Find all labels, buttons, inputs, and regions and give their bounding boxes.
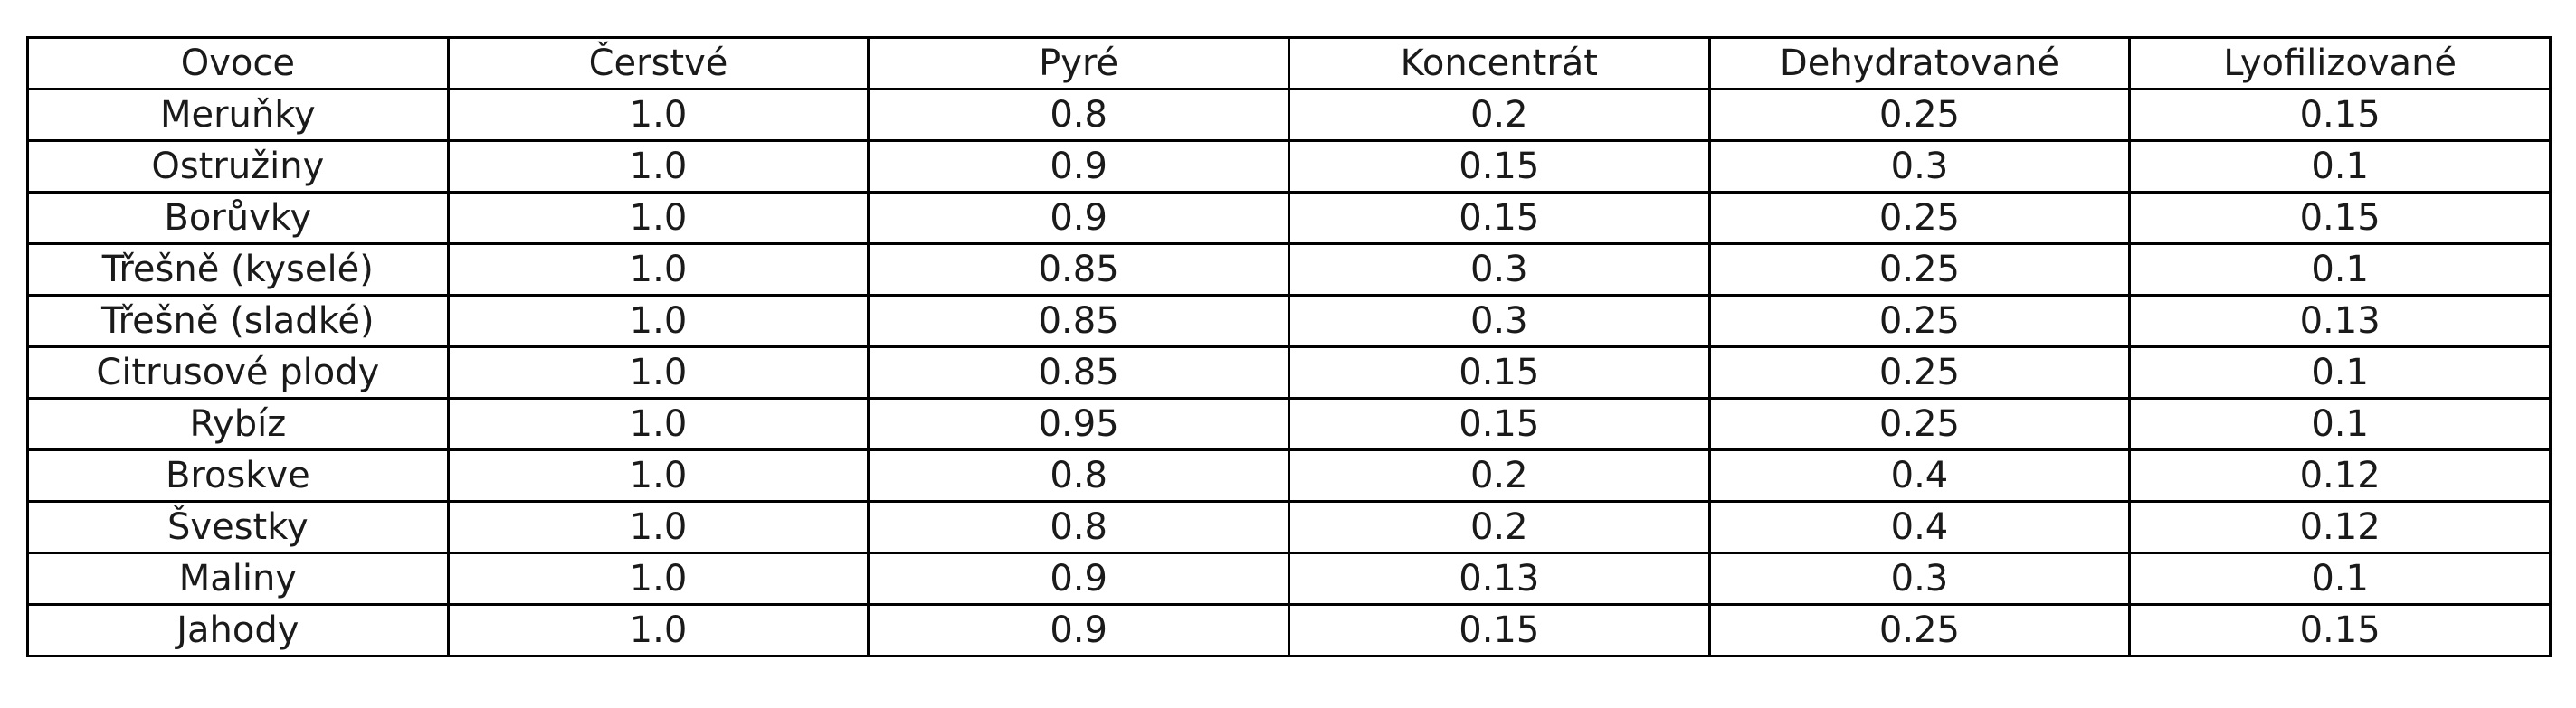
table-row: Meruňky 1.0 0.8 0.2 0.25 0.15 — [26, 88, 2552, 142]
table-cell: 0.15 — [1287, 191, 1711, 245]
table-cell: 0.3 — [1287, 294, 1711, 348]
table-cell: 0.15 — [2128, 603, 2552, 657]
header-cell: Ovoce — [26, 36, 450, 90]
table-cell: 0.25 — [1707, 603, 2132, 657]
table-cell: 0.15 — [1287, 345, 1711, 400]
header-cell: Koncentrát — [1287, 36, 1711, 90]
table-cell: 0.15 — [2128, 88, 2552, 142]
row-label: Třešně (kyselé) — [26, 242, 450, 297]
row-label: Borůvky — [26, 191, 450, 245]
table-row: Ostružiny 1.0 0.9 0.15 0.3 0.1 — [26, 139, 2552, 194]
table-cell: 0.85 — [867, 345, 1290, 400]
table-cell: 0.9 — [867, 191, 1290, 245]
table-cell: 0.12 — [2128, 448, 2552, 503]
row-label: Ostružiny — [26, 139, 450, 194]
table-cell: 0.15 — [1287, 603, 1711, 657]
table-body: Meruňky 1.0 0.8 0.2 0.25 0.15 Ostružiny 1.0 0.9 0… — [26, 88, 2552, 657]
table-cell: 0.25 — [1707, 345, 2132, 400]
table-cell: 1.0 — [446, 500, 870, 554]
table-cell: 0.8 — [867, 448, 1290, 503]
table-cell: 0.13 — [1287, 552, 1711, 606]
table-row: Rybíz 1.0 0.95 0.15 0.25 0.1 — [26, 397, 2552, 451]
row-label: Broskve — [26, 448, 450, 503]
table-row: Maliny 1.0 0.9 0.13 0.3 0.1 — [26, 552, 2552, 606]
table-row: Jahody 1.0 0.9 0.15 0.25 0.15 — [26, 603, 2552, 657]
table-cell: 0.3 — [1707, 139, 2132, 194]
table-cell: 1.0 — [446, 294, 870, 348]
header-cell: Čerstvé — [446, 36, 870, 90]
table-cell: 1.0 — [446, 552, 870, 606]
table-row: Borůvky 1.0 0.9 0.15 0.25 0.15 — [26, 191, 2552, 245]
table-cell: 0.1 — [2128, 552, 2552, 606]
table-row: Třešně (sladké) 1.0 0.85 0.3 0.25 0.13 — [26, 294, 2552, 348]
table-cell: 0.95 — [867, 397, 1290, 451]
table-cell: 0.13 — [2128, 294, 2552, 348]
table-cell: 0.15 — [1287, 139, 1711, 194]
header-row: Ovoce Čerstvé Pyré Koncentrát Dehydratované L… — [26, 36, 2552, 90]
row-label: Rybíz — [26, 397, 450, 451]
table-cell: 0.25 — [1707, 397, 2132, 451]
table-row: Třešně (kyselé) 1.0 0.85 0.3 0.25 0.1 — [26, 242, 2552, 297]
table-cell: 0.4 — [1707, 500, 2132, 554]
table-cell: 0.85 — [867, 242, 1290, 297]
table-cell: 0.85 — [867, 294, 1290, 348]
table-cell: 1.0 — [446, 448, 870, 503]
table-row: Citrusové plody 1.0 0.85 0.15 0.25 0.1 — [26, 345, 2552, 400]
table-cell: 0.1 — [2128, 397, 2552, 451]
table-cell: 0.3 — [1287, 242, 1711, 297]
data-table: Ovoce Čerstvé Pyré Koncentrát Dehydratované L… — [26, 36, 2552, 657]
table-cell: 1.0 — [446, 397, 870, 451]
header-cell: Pyré — [867, 36, 1290, 90]
table-cell: 0.3 — [1707, 552, 2132, 606]
row-label: Třešně (sladké) — [26, 294, 450, 348]
row-label: Maliny — [26, 552, 450, 606]
table-cell: 0.2 — [1287, 500, 1711, 554]
table-cell: 0.25 — [1707, 242, 2132, 297]
table-row: Broskve 1.0 0.8 0.2 0.4 0.12 — [26, 448, 2552, 503]
table-row: Švestky 1.0 0.8 0.2 0.4 0.12 — [26, 500, 2552, 554]
table-cell: 0.1 — [2128, 139, 2552, 194]
table-cell: 1.0 — [446, 242, 870, 297]
table-cell: 0.9 — [867, 603, 1290, 657]
table-cell: 1.0 — [446, 139, 870, 194]
row-label: Švestky — [26, 500, 450, 554]
table-cell: 0.1 — [2128, 242, 2552, 297]
header-cell: Dehydratované — [1707, 36, 2132, 90]
table-cell: 0.2 — [1287, 88, 1711, 142]
table-cell: 0.1 — [2128, 345, 2552, 400]
header-cell: Lyofilizované — [2128, 36, 2552, 90]
table-cell: 0.12 — [2128, 500, 2552, 554]
table-cell: 0.8 — [867, 500, 1290, 554]
row-label: Meruňky — [26, 88, 450, 142]
table-cell: 0.25 — [1707, 191, 2132, 245]
table-cell: 1.0 — [446, 603, 870, 657]
table-cell: 0.4 — [1707, 448, 2132, 503]
table-cell: 0.25 — [1707, 294, 2132, 348]
table-cell: 1.0 — [446, 345, 870, 400]
table-cell: 0.25 — [1707, 88, 2132, 142]
table-cell: 0.8 — [867, 88, 1290, 142]
table-cell: 0.2 — [1287, 448, 1711, 503]
table-cell: 1.0 — [446, 88, 870, 142]
table-cell: 0.9 — [867, 139, 1290, 194]
table-cell: 0.15 — [1287, 397, 1711, 451]
row-label: Citrusové plody — [26, 345, 450, 400]
table-cell: 1.0 — [446, 191, 870, 245]
row-label: Jahody — [26, 603, 450, 657]
table-cell: 0.15 — [2128, 191, 2552, 245]
table-cell: 0.9 — [867, 552, 1290, 606]
